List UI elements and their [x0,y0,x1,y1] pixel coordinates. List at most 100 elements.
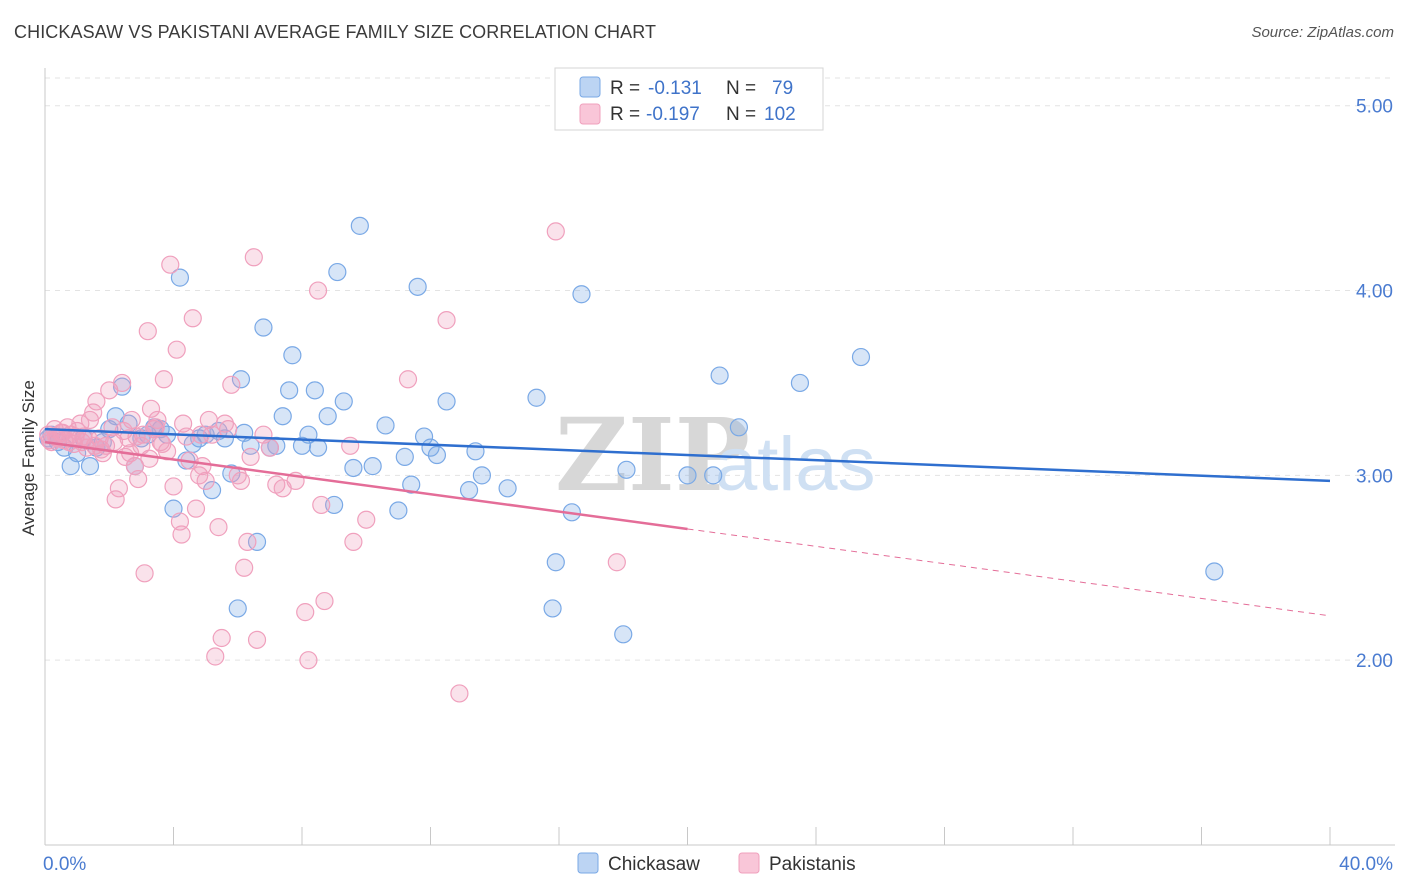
series-legend: Chickasaw Pakistanis [577,852,856,875]
point-pakistanis-55 [215,414,234,433]
point-pakistanis-78 [398,370,418,389]
point-pakistanis-15 [87,392,106,411]
point-chickasaw-48 [344,458,363,478]
point-pakistanis-54 [212,628,231,648]
point-pakistanis-73 [312,495,331,515]
watermark-atlas: atlas [715,422,876,507]
point-pakistanis-31 [138,322,157,341]
legend-r-label-1: R = [610,78,640,99]
point-pakistanis-75 [341,436,360,455]
point-chickasaw-40 [292,436,312,455]
point-chickasaw-74 [729,418,749,437]
point-pakistanis-71 [299,651,318,670]
y-tick-labels: 2.00 3.00 4.00 5.00 [1356,97,1393,672]
point-chickasaw-30 [231,370,251,389]
point-chickasaw-51 [376,416,395,435]
point-pakistanis-100 [172,525,191,544]
point-chickasaw-20 [170,268,190,287]
series-swatch-chickasaw [577,852,599,874]
point-pakistanis-77 [357,510,376,529]
point-pakistanis-21 [106,490,125,509]
point-chickasaw-53 [395,447,414,466]
series-swatch-pakistanis [738,852,760,874]
point-pakistanis-14 [84,403,103,422]
source-label: Source: ZipAtlas.com [1251,24,1394,41]
x-tick-label-0: 0.0% [43,854,86,875]
trend-line-dashed-pakistanis [687,528,1331,617]
legend-r-value-2: -0.197 [646,104,700,125]
legend-r-label-2: R = [610,104,640,125]
point-pakistanis-97 [140,449,159,468]
point-pakistanis-52 [206,647,225,666]
legend-n-label-1: N = [726,78,756,99]
x-tick-label-1: 40.0% [1339,854,1393,875]
point-chickasaw-42 [305,381,324,400]
point-pakistanis-34 [148,410,167,430]
point-chickasaw-75 [790,373,810,393]
point-pakistanis-81 [546,222,565,241]
series-label-chickasaw: Chickasaw [608,854,700,875]
point-chickasaw-45 [325,495,344,515]
y-tick-label-1: 3.00 [1356,466,1393,487]
point-pakistanis-23 [112,373,132,393]
point-chickasaw-70 [617,460,636,479]
point-chickasaw-52 [389,501,408,520]
legend-n-value-1: 79 [772,78,793,99]
point-pakistanis-98 [146,418,165,437]
point-chickasaw-50 [363,457,382,476]
point-chickasaw-62 [472,466,491,485]
trend-line-chickasaw [44,427,1331,483]
point-chickasaw-34 [254,318,273,337]
point-chickasaw-72 [704,466,723,485]
point-pakistanis-66 [260,438,279,457]
chart-title: CHICKASAW VS PAKISTANI AVERAGE FAMILY SI… [14,22,657,42]
point-chickasaw-58 [427,445,447,465]
point-pakistanis-58 [228,466,247,485]
point-chickasaw-29 [228,599,247,618]
legend-swatch-pakistanis [579,103,601,125]
point-pakistanis-48 [193,457,212,476]
point-pakistanis-60 [235,558,254,577]
point-chickasaw-68 [572,285,591,304]
point-pakistanis-64 [247,630,267,649]
point-pakistanis-46 [186,499,206,518]
point-pakistanis-40 [167,340,186,359]
legend-swatch-chickasaw [579,76,601,98]
point-chickasaw-69 [614,625,633,644]
point-pakistanis-32 [141,399,161,418]
trend-line-pakistanis [44,440,688,531]
legend-n-value-2: 102 [764,104,796,125]
point-chickasaw-66 [546,553,565,572]
point-chickasaw-65 [543,599,562,618]
point-pakistanis-30 [135,564,154,583]
point-pakistanis-49 [196,471,215,491]
point-pakistanis-74 [315,591,334,611]
point-pakistanis-99 [153,434,172,454]
watermark: ZIP atlas [555,396,876,514]
point-pakistanis-22 [109,479,128,498]
point-pakistanis-79 [437,311,456,330]
stats-legend: R = -0.131 N = 79 R = -0.197 N = 102 [554,67,824,131]
y-tick-label-0: 2.00 [1356,651,1393,672]
point-chickasaw-73 [710,366,729,385]
point-pakistanis-36 [154,370,173,389]
point-chickasaw-39 [283,346,302,365]
point-pakistanis-45 [183,309,202,328]
point-pakistanis-28 [129,469,148,489]
point-chickasaw-25 [202,481,222,500]
point-chickasaw-43 [308,438,328,457]
point-chickasaw-44 [318,407,337,426]
point-pakistanis-72 [308,281,328,300]
point-chickasaw-54 [402,475,421,494]
y-axis-label: Average Family Size [19,380,38,536]
point-pakistanis-76 [344,532,363,551]
point-pakistanis-38 [161,255,180,274]
point-pakistanis-63 [244,248,263,267]
point-pakistanis-53 [209,518,228,537]
point-chickasaw-37 [273,407,292,426]
point-chickasaw-55 [408,277,427,296]
point-pakistanis-59 [231,471,251,491]
point-pakistanis-57 [222,375,241,394]
point-pakistanis-70 [296,603,315,622]
